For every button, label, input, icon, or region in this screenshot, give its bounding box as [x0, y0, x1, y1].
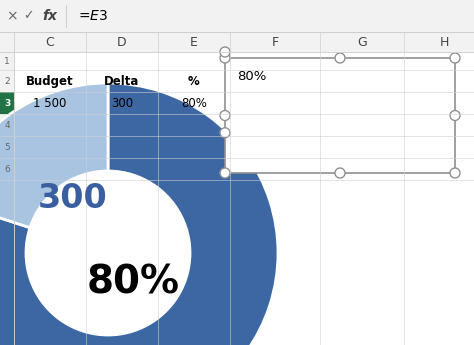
- Circle shape: [220, 128, 230, 138]
- Text: 80%: 80%: [86, 264, 180, 302]
- Circle shape: [450, 168, 460, 178]
- Circle shape: [26, 171, 190, 335]
- Text: 5: 5: [4, 142, 10, 151]
- Circle shape: [335, 53, 345, 63]
- Circle shape: [450, 53, 460, 63]
- Text: ×: ×: [6, 9, 18, 23]
- Circle shape: [220, 53, 230, 63]
- Circle shape: [220, 47, 230, 57]
- Bar: [0, 52, 474, 345]
- Wedge shape: [0, 83, 108, 228]
- Text: F: F: [272, 36, 279, 49]
- Text: fx: fx: [43, 9, 57, 23]
- Bar: [0, 32, 14, 52]
- Text: 1: 1: [4, 57, 10, 66]
- Text: 300: 300: [111, 97, 133, 109]
- Text: 3: 3: [4, 99, 10, 108]
- Text: 80%: 80%: [181, 97, 207, 109]
- Text: Budget: Budget: [26, 75, 74, 88]
- Text: H: H: [439, 36, 449, 49]
- Wedge shape: [0, 83, 278, 345]
- Circle shape: [220, 110, 230, 120]
- Bar: [0, 52, 14, 345]
- Text: 80%: 80%: [237, 69, 266, 82]
- Text: 1 500: 1 500: [33, 97, 67, 109]
- Text: =$E$3: =$E$3: [78, 9, 108, 23]
- Text: 6: 6: [4, 165, 10, 174]
- Bar: [0, 0, 474, 32]
- Circle shape: [335, 168, 345, 178]
- Text: Delta: Delta: [104, 75, 140, 88]
- Bar: [0, 32, 474, 52]
- Bar: [0, 92, 14, 114]
- Text: C: C: [46, 36, 55, 49]
- Text: G: G: [357, 36, 367, 49]
- Text: ✓: ✓: [23, 10, 33, 22]
- Text: 300: 300: [38, 181, 108, 215]
- Bar: [225, 58, 455, 173]
- Circle shape: [450, 110, 460, 120]
- Circle shape: [220, 168, 230, 178]
- Text: E: E: [190, 36, 198, 49]
- Text: 2: 2: [4, 77, 10, 86]
- Text: %: %: [188, 75, 200, 88]
- Text: 4: 4: [4, 120, 10, 129]
- Text: D: D: [117, 36, 127, 49]
